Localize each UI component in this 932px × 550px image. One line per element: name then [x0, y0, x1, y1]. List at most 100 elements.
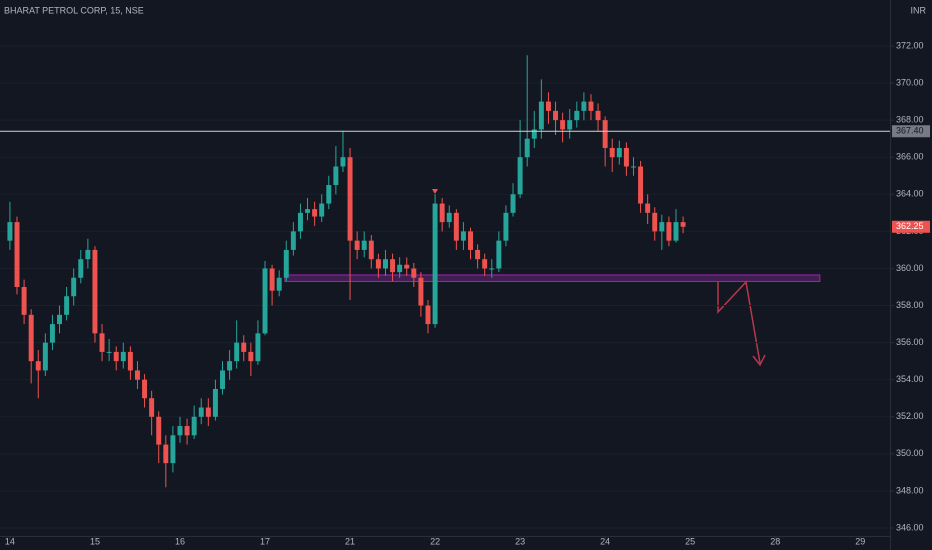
candle-body — [234, 342, 240, 362]
candle-body — [333, 166, 339, 186]
candle — [255, 320, 261, 365]
candle-body — [553, 110, 559, 121]
candle-body — [262, 268, 268, 334]
candle — [212, 379, 218, 421]
candle — [390, 253, 396, 282]
candle-body — [163, 444, 169, 464]
y-tick-label: 370.00 — [896, 77, 924, 87]
candle — [482, 253, 488, 276]
candle-body — [227, 361, 233, 371]
candle-body — [482, 259, 488, 269]
candle-body — [460, 231, 466, 241]
candle-body — [581, 101, 587, 111]
candle — [57, 305, 63, 334]
candle — [35, 350, 41, 399]
y-tick-label: 346.00 — [896, 522, 924, 532]
candle-body — [595, 110, 601, 121]
candle-body — [212, 388, 218, 417]
candle — [631, 157, 636, 176]
support-zone — [284, 274, 821, 282]
candle — [14, 216, 20, 295]
y-tick-label: 356.00 — [896, 337, 924, 347]
y-tick-label: 358.00 — [896, 300, 924, 310]
candle-body — [432, 203, 438, 325]
candle — [333, 146, 339, 195]
candle — [638, 160, 644, 213]
candle-body — [538, 101, 544, 130]
candle-body — [418, 277, 424, 306]
candle-body — [78, 259, 84, 278]
candle-body — [588, 101, 594, 111]
x-tick-label: 15 — [90, 536, 100, 546]
candle-body — [120, 351, 126, 362]
candle — [234, 320, 240, 369]
candle — [666, 216, 672, 247]
candle-body — [517, 157, 523, 195]
candle — [475, 244, 481, 269]
candle-body — [177, 426, 183, 436]
candle — [609, 138, 615, 173]
x-tick-label: 21 — [345, 536, 355, 546]
arrow-head — [752, 354, 766, 367]
candle-body — [574, 110, 580, 121]
y-tick-label: 348.00 — [896, 485, 924, 495]
candle-body — [49, 324, 55, 343]
candle-body — [255, 333, 261, 362]
chart-title: BHARAT PETROL CORP, 15, NSE — [4, 5, 144, 15]
candle — [453, 209, 459, 250]
candle — [659, 214, 665, 250]
candle — [496, 231, 502, 273]
arrow-path — [717, 280, 761, 364]
candle-body — [631, 166, 636, 168]
candle-body — [560, 120, 566, 130]
candle-body — [489, 268, 495, 270]
candle — [468, 227, 473, 260]
candle — [319, 194, 325, 223]
candle-body — [42, 342, 48, 371]
candle-body — [220, 370, 225, 389]
candle — [623, 142, 629, 176]
candle-body — [305, 209, 311, 213]
candle — [305, 198, 311, 221]
candle — [404, 257, 410, 276]
candle — [418, 272, 424, 317]
candle-body — [645, 203, 651, 213]
candle-body — [92, 249, 98, 334]
x-tick-label: 28 — [770, 536, 780, 546]
candle-body — [326, 185, 332, 204]
candle-body — [127, 351, 133, 371]
x-tick-label: 23 — [515, 536, 525, 546]
candle — [560, 112, 566, 143]
candle — [368, 235, 374, 269]
candle — [411, 262, 417, 288]
x-tick-label: 29 — [855, 536, 865, 546]
candle-body — [28, 314, 34, 362]
candle-body — [545, 101, 551, 111]
candle-body — [347, 157, 353, 241]
candle — [567, 109, 573, 139]
candle-body — [361, 240, 367, 250]
candle — [113, 346, 119, 371]
candle-body — [652, 212, 658, 232]
currency-label: INR — [911, 5, 927, 15]
candle-body — [468, 231, 473, 250]
candle — [92, 246, 98, 343]
candle — [517, 120, 523, 199]
x-tick-label: 22 — [430, 536, 440, 546]
candle-body — [297, 212, 303, 232]
candle-body — [241, 342, 247, 352]
candle — [177, 416, 183, 443]
last-price-label: 362.25 — [896, 221, 924, 231]
x-tick-label: 17 — [260, 536, 270, 546]
candle-body — [666, 222, 672, 241]
candle-body — [567, 120, 573, 130]
candle — [283, 240, 289, 282]
candle — [184, 418, 190, 445]
candle-body — [609, 147, 615, 158]
y-tick-label: 350.00 — [896, 448, 924, 458]
candle-body — [425, 305, 431, 325]
y-tick-label: 354.00 — [896, 374, 924, 384]
candle — [574, 101, 580, 128]
candle-body — [524, 138, 530, 158]
candle — [553, 101, 559, 135]
